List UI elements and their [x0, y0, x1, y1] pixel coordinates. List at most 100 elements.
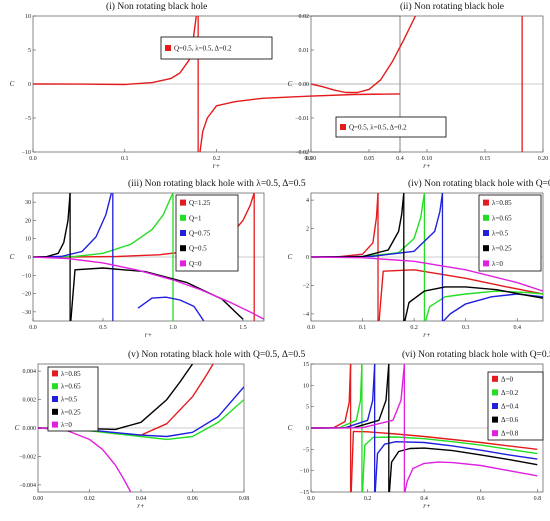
x-tick-label: 0.4 — [396, 156, 404, 162]
y-tick-label: 0.01 — [299, 48, 310, 54]
legend-box — [478, 194, 542, 272]
chart-legend: Q=1.25 Q=1 Q=0.75 Q=0.5 Q=0 — [175, 194, 239, 272]
legend-label: Q=0.75 — [189, 230, 211, 238]
x-tick-label: 0.1 — [359, 325, 367, 331]
chart-title: (ii) Non rotating black hole — [400, 1, 504, 12]
y-tick-label: 4 — [306, 198, 309, 204]
y-tick-label: 0 — [28, 255, 31, 261]
chart-legend: λ=0.85 λ=0.65 λ=0.5 λ=0.25 λ=0 — [47, 366, 99, 432]
legend-label: Δ=0.2 — [501, 389, 519, 397]
y-tick-label: −15 — [300, 490, 309, 496]
series-line-2-branch — [361, 436, 538, 492]
x-tick-label: 0.10 — [422, 156, 433, 162]
y-tick-label: −10 — [22, 150, 31, 156]
chart-legend: Q=0.5, λ=0.5, Δ=0.2 — [160, 36, 273, 60]
x-tick-label: 0.06 — [187, 496, 198, 502]
x-tick-label: 0.04 — [136, 496, 147, 502]
series-line-2 — [33, 193, 174, 258]
x-tick-label: 0.15 — [480, 156, 491, 162]
y-tick-label: −4 — [303, 312, 309, 318]
y-tick-label: 0 — [306, 426, 309, 432]
chart-panel-5: (v) Non rotating black hole with Q=0.5, … — [15, 349, 306, 510]
series-line-2 — [311, 193, 426, 258]
x-axis-label: r+ — [423, 331, 431, 339]
y-axis-label: C — [10, 253, 15, 261]
legend-label: Δ=0.4 — [501, 403, 519, 411]
series-line-3-branch — [442, 293, 543, 321]
x-tick-label: 0.8 — [534, 496, 542, 502]
chart-title: (i) Non rotating black hole — [106, 1, 207, 12]
y-tick-label: 10 — [303, 383, 309, 389]
legend-label: Q=0.5, λ=0.5, Δ=0.2 — [174, 45, 232, 53]
y-tick-label: −30 — [22, 310, 31, 316]
y-tick-label: 30 — [25, 200, 31, 206]
series-line-4 — [33, 193, 71, 258]
series-line-1 — [311, 193, 379, 258]
legend-label: λ=0 — [492, 260, 503, 268]
y-axis-label: C — [288, 253, 293, 261]
series-line-4-branch — [404, 286, 543, 321]
legend-swatch — [180, 230, 186, 236]
legend-swatch — [52, 370, 58, 377]
legend-label: λ=0.65 — [492, 214, 512, 222]
chart-title: (iii) Non rotating black hole with λ=0.5… — [128, 178, 306, 189]
series-line-4 — [311, 193, 405, 258]
legend-swatch — [52, 383, 58, 390]
chart-title: (iv) Non rotating black hole with Q=0.5,… — [408, 178, 550, 189]
x-tick-label: 0.20 — [538, 156, 549, 162]
y-axis-label: C — [288, 424, 293, 432]
legend-swatch — [492, 403, 498, 409]
x-tick-label: 0.1 — [121, 156, 129, 162]
legend-label: λ=0.85 — [492, 199, 512, 207]
y-tick-label: −0.02 — [295, 150, 309, 156]
y-tick-label: −0.002 — [19, 454, 36, 460]
y-tick-label: 2 — [306, 227, 309, 233]
legend-swatch — [483, 230, 489, 236]
legend-swatch — [180, 199, 186, 206]
x-tick-label: 0.2 — [364, 496, 372, 502]
y-tick-label: −5 — [303, 447, 309, 453]
y-tick-label: 0.002 — [23, 398, 37, 404]
x-tick-label: 0.0 — [307, 325, 315, 331]
chart-panel-6: (vi) Non rotating black hole with Q=0.5,… — [288, 349, 550, 510]
series-line-3 — [311, 364, 376, 429]
y-tick-label: 0.00 — [299, 82, 310, 88]
legend-label: λ=0.25 — [61, 408, 81, 416]
x-tick-label: 0.6 — [477, 496, 485, 502]
legend-swatch — [483, 199, 489, 206]
legend-label: λ=0 — [61, 421, 72, 429]
legend-label: Q=1 — [189, 214, 202, 222]
chart-title: (vi) Non rotating black hole with Q=0.5,… — [402, 349, 550, 360]
legend-label: Δ=0.8 — [501, 430, 519, 438]
legend-swatch — [492, 416, 498, 423]
series-line-2 — [311, 364, 363, 429]
legend-label: λ=0.5 — [61, 396, 78, 404]
x-axis-label: r+ — [423, 162, 431, 170]
chart-legend: λ=0.85 λ=0.65 λ=0.5 λ=0.25 λ=0 — [478, 194, 542, 272]
legend-label: Δ=0.6 — [501, 416, 519, 424]
x-axis-label: r+ — [423, 502, 431, 510]
y-axis-label: C — [15, 424, 20, 432]
series-line-3-branch — [374, 441, 538, 492]
chart-panel-3: (iii) Non rotating black hole with λ=0.5… — [10, 178, 306, 339]
legend-swatch — [483, 260, 489, 267]
legend-swatch — [492, 430, 498, 437]
legend-box — [175, 194, 239, 272]
legend-swatch — [340, 124, 346, 130]
series-line-1-branch — [378, 269, 543, 321]
x-tick-label: 0.02 — [84, 496, 95, 502]
y-tick-label: 10 — [25, 14, 31, 20]
y-tick-label: 0 — [28, 82, 31, 88]
y-tick-label: 0 — [306, 255, 309, 261]
series-line-5 — [311, 256, 543, 292]
legend-label: Q=1.25 — [189, 199, 211, 207]
x-tick-label: 0.05 — [364, 156, 375, 162]
legend-swatch — [180, 260, 186, 267]
y-tick-label: 0.004 — [23, 369, 37, 375]
series-line-5 — [38, 427, 132, 492]
series-group — [311, 364, 538, 492]
x-tick-label: 0.0 — [29, 156, 37, 162]
legend-swatch — [483, 245, 489, 252]
y-tick-label: −10 — [22, 273, 31, 279]
y-tick-label: 10 — [25, 237, 31, 243]
